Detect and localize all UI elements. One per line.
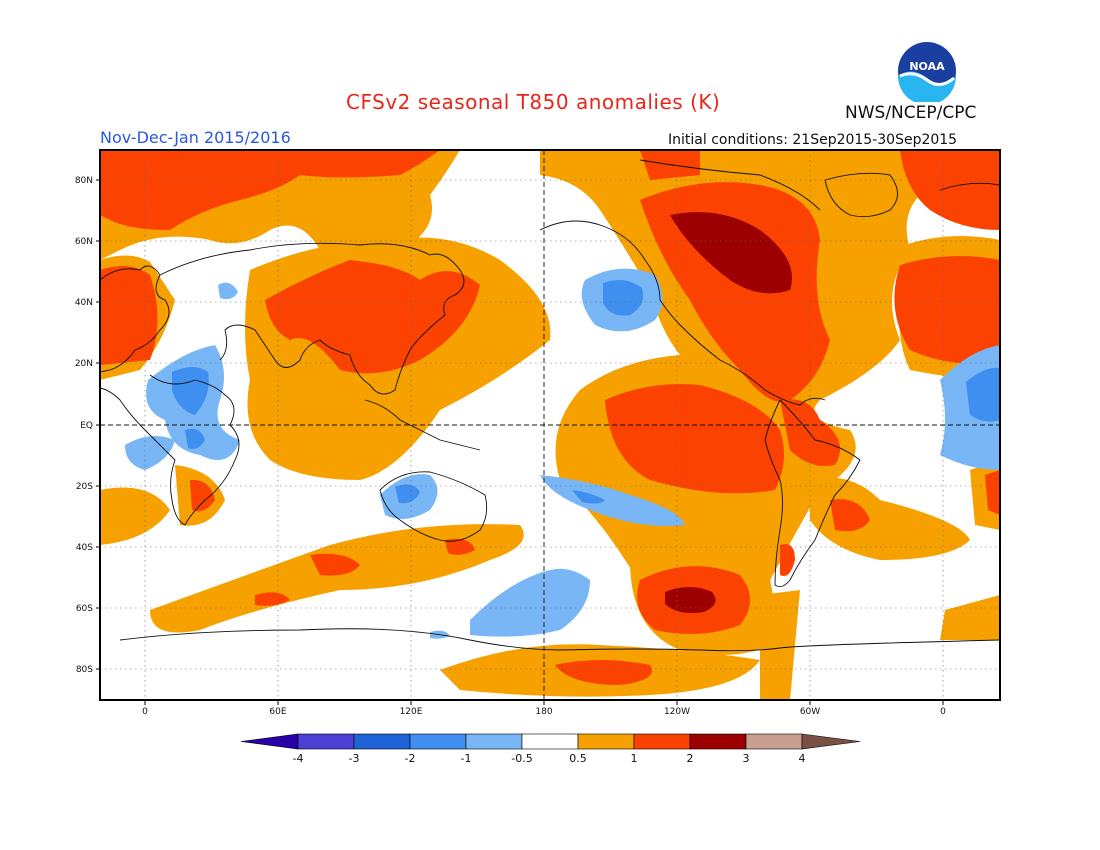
colorbar-swatch bbox=[633, 733, 691, 750]
lat-label: 80N bbox=[75, 176, 93, 186]
colorbar: -4 -3 -2 -1 -0.5 0.5 1 2 3 4 bbox=[240, 733, 861, 765]
lat-label: 60S bbox=[76, 604, 93, 614]
colorbar-label: 4 bbox=[799, 752, 806, 765]
colorbar-label: -1 bbox=[461, 752, 472, 765]
colorbar-swatch bbox=[409, 733, 467, 750]
lat-label: EQ bbox=[80, 421, 93, 431]
colorbar-swatch bbox=[577, 733, 635, 750]
colorbar-label: 2 bbox=[687, 752, 694, 765]
colorbar-label: 1 bbox=[631, 752, 638, 765]
lat-label: 60N bbox=[75, 237, 93, 247]
colorbar-label: 0.5 bbox=[569, 752, 587, 765]
colorbar-max-arrow bbox=[801, 733, 861, 750]
longitude-labels: 0 60E 120E 180 120W 60W 0 bbox=[142, 707, 946, 717]
anomaly-red bbox=[100, 150, 1000, 685]
lat-label: 40S bbox=[76, 543, 93, 553]
initial-conditions-label: Initial conditions: 21Sep2015-30Sep2015 bbox=[668, 132, 958, 148]
lat-label: 20N bbox=[75, 359, 93, 369]
colorbar-swatch bbox=[353, 733, 411, 750]
lat-label: 20S bbox=[76, 482, 93, 492]
reference-lines bbox=[100, 150, 1000, 700]
anomaly-blue bbox=[172, 279, 1000, 504]
colorbar-min-arrow bbox=[240, 733, 299, 750]
coastlines bbox=[100, 159, 1000, 652]
colorbar-label: -4 bbox=[293, 752, 304, 765]
colorbar-label: -0.5 bbox=[511, 752, 532, 765]
tick-marks bbox=[96, 179, 944, 705]
colorbar-swatch bbox=[745, 733, 803, 750]
agency-label: NWS/NCEP/CPC bbox=[845, 103, 977, 123]
colorbar-swatch bbox=[465, 733, 523, 750]
lon-label: 60W bbox=[800, 707, 820, 717]
colorbar-label: 3 bbox=[743, 752, 750, 765]
anomaly-field bbox=[100, 150, 1000, 700]
lon-label: 0 bbox=[142, 707, 148, 717]
lon-label: 120E bbox=[400, 707, 423, 717]
lon-label: 180 bbox=[535, 707, 552, 717]
colorbar-label: -2 bbox=[405, 752, 416, 765]
season-label: Nov-Dec-Jan 2015/2016 bbox=[100, 128, 291, 147]
lon-label: 120W bbox=[664, 707, 690, 717]
noaa-logo: NOAA bbox=[896, 40, 958, 105]
anomaly-darkred bbox=[665, 212, 792, 613]
logo-text: NOAA bbox=[909, 60, 945, 73]
lat-label: 80S bbox=[76, 665, 93, 675]
chart-title: CFSv2 seasonal T850 anomalies (K) bbox=[346, 90, 721, 114]
colorbar-swatch bbox=[297, 733, 355, 750]
colorbar-swatch bbox=[689, 733, 747, 750]
colorbar-swatch bbox=[521, 733, 579, 750]
lat-label: 40N bbox=[75, 298, 93, 308]
colorbar-label: -3 bbox=[349, 752, 360, 765]
lon-label: 60E bbox=[269, 707, 286, 717]
lon-label: 0 bbox=[940, 707, 946, 717]
latitude-labels: 80N 60N 40N 20N EQ 20S 40S 60S 80S bbox=[75, 176, 93, 675]
